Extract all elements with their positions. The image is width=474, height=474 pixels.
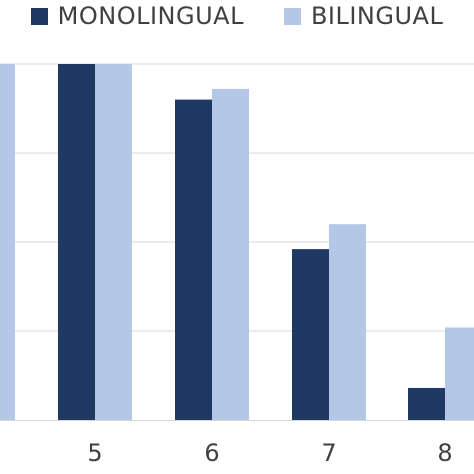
legend-label-bilingual: BILINGUAL	[310, 2, 444, 30]
bar-bilingual-4	[0, 64, 15, 420]
bar-monolingual-5	[58, 64, 95, 420]
legend: MONOLINGUAL BILINGUAL	[0, 2, 474, 30]
bar-bilingual-8	[445, 327, 474, 420]
bar-bilingual-5	[95, 64, 132, 420]
legend-item-bilingual: BILINGUAL	[283, 2, 444, 30]
x-tick-label: 8	[437, 439, 452, 467]
bar-monolingual-7	[292, 249, 329, 420]
legend-swatch-bilingual	[283, 7, 301, 25]
bar-monolingual-6	[175, 99, 212, 420]
x-tick-label: 7	[321, 439, 336, 467]
x-tick-label: 6	[204, 439, 219, 467]
bar-bilingual-7	[329, 224, 366, 420]
x-tick-label: 5	[87, 439, 102, 467]
legend-swatch-monolingual	[30, 7, 48, 25]
legend-item-monolingual: MONOLINGUAL	[30, 2, 244, 30]
legend-label-monolingual: MONOLINGUAL	[57, 2, 244, 30]
bar-monolingual-8	[408, 387, 445, 420]
bar-bilingual-6	[212, 88, 249, 421]
